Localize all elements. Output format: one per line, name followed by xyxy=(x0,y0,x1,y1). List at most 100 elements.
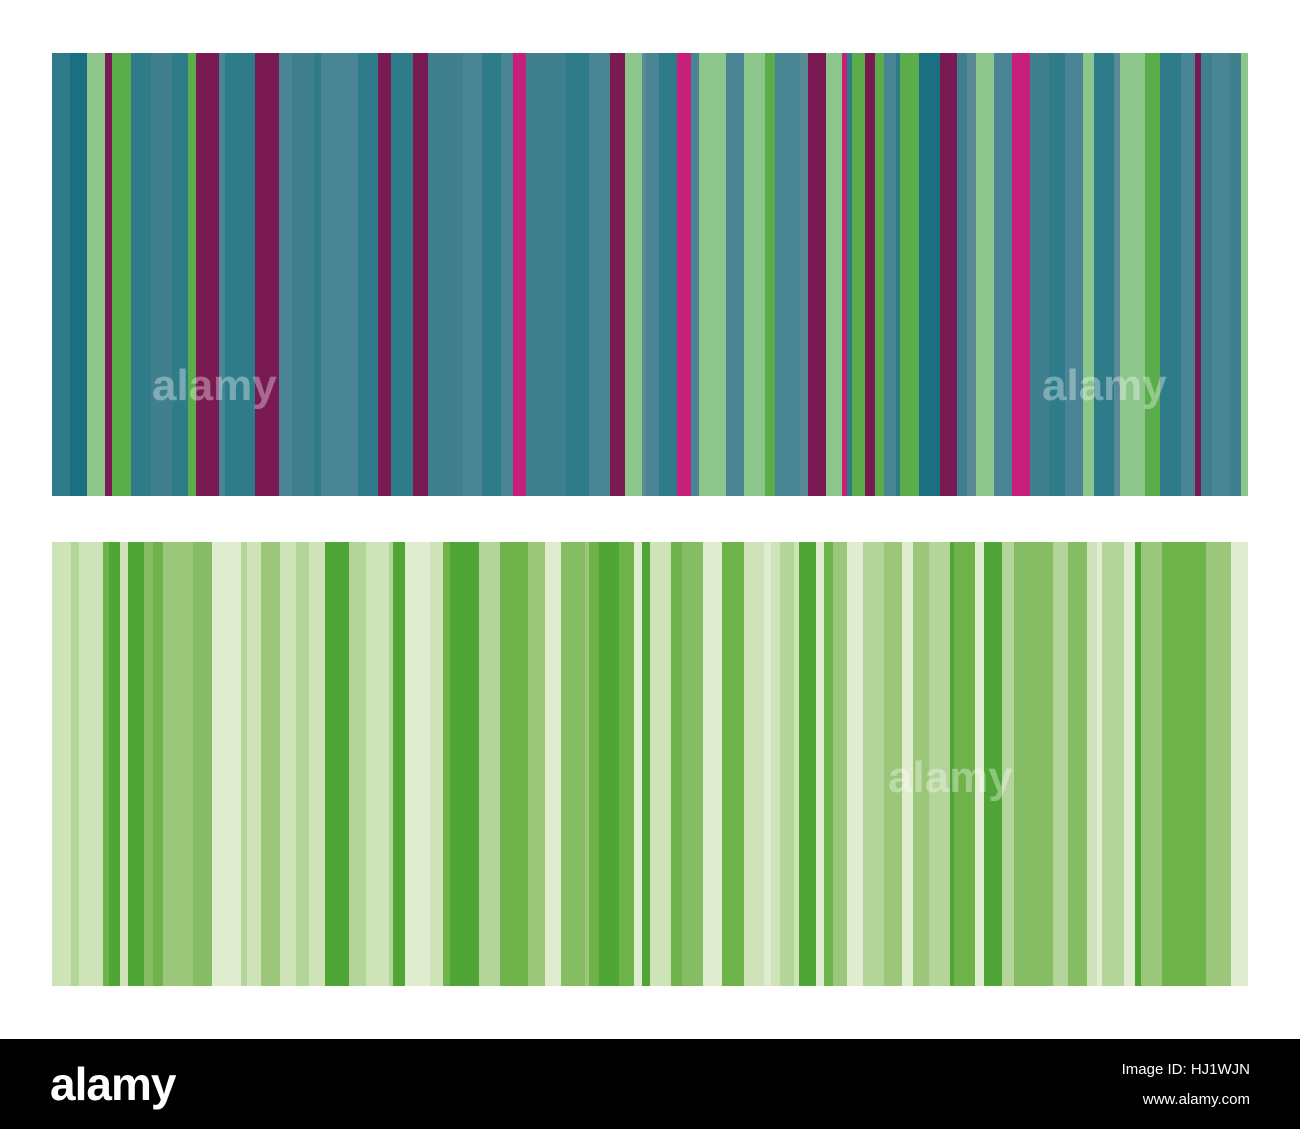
stripe xyxy=(245,53,255,496)
stripe xyxy=(671,542,682,986)
stripe xyxy=(447,53,463,496)
stripe xyxy=(650,542,671,986)
stripe xyxy=(193,542,212,986)
stripe xyxy=(775,53,800,496)
stripe xyxy=(71,542,79,986)
stripe xyxy=(196,53,219,496)
stripe xyxy=(699,53,722,496)
stripe xyxy=(1124,542,1135,986)
stripe xyxy=(1012,53,1030,496)
stripe xyxy=(391,53,413,496)
stripe xyxy=(677,53,691,496)
stripe xyxy=(642,542,650,986)
stripe xyxy=(430,542,443,986)
teal-stripe-banner xyxy=(52,53,1248,496)
stripe xyxy=(703,542,722,986)
stripe xyxy=(1235,53,1241,496)
stripe xyxy=(682,542,703,986)
stripe xyxy=(131,53,151,496)
stripe xyxy=(393,542,405,986)
stripe xyxy=(325,542,349,986)
stripe xyxy=(1181,53,1195,496)
stripe xyxy=(358,53,378,496)
stripe xyxy=(852,53,865,496)
stripe xyxy=(865,53,875,496)
stripe xyxy=(1097,542,1102,986)
stripe xyxy=(610,53,625,496)
stripe xyxy=(52,542,71,986)
stripe xyxy=(1162,542,1187,986)
stripe xyxy=(378,53,391,496)
stripe xyxy=(52,53,70,496)
stripe xyxy=(1195,53,1201,496)
stripe xyxy=(659,53,677,496)
stripe xyxy=(561,542,585,986)
stripe xyxy=(545,542,561,986)
watermarks: alamy alamy alamy xyxy=(152,361,1167,802)
stripe xyxy=(1049,53,1065,496)
stripe xyxy=(1065,53,1083,496)
stripe xyxy=(128,542,144,986)
stripe xyxy=(771,542,780,986)
stripe xyxy=(646,53,659,496)
stripe xyxy=(722,542,744,986)
stripe xyxy=(1039,542,1053,986)
stripe xyxy=(366,542,389,986)
stripe xyxy=(929,542,950,986)
stripe xyxy=(824,542,833,986)
stripe xyxy=(144,542,153,986)
stripe xyxy=(103,542,109,986)
stripe xyxy=(589,542,599,986)
stripe xyxy=(1087,542,1097,986)
stripe xyxy=(87,53,105,496)
watermark: alamy xyxy=(1042,361,1167,410)
stripe xyxy=(625,53,642,496)
stripe xyxy=(722,53,726,496)
stripe xyxy=(548,53,566,496)
stripe xyxy=(413,53,428,496)
stripe xyxy=(280,542,296,986)
stripe xyxy=(219,53,225,496)
stripe xyxy=(975,542,984,986)
stripe xyxy=(808,53,826,496)
footer-logo: alamy xyxy=(50,1058,177,1110)
stripe xyxy=(1231,542,1248,986)
stripe xyxy=(151,53,172,496)
stripe xyxy=(309,542,325,986)
stripe xyxy=(940,53,957,496)
stripe xyxy=(1135,542,1141,986)
stripe xyxy=(634,542,642,986)
stripe xyxy=(833,542,847,986)
stripe xyxy=(225,53,245,496)
stripe xyxy=(1094,53,1105,496)
stripe xyxy=(500,542,518,986)
stripe xyxy=(744,53,765,496)
stripe xyxy=(314,53,321,496)
stripe xyxy=(292,53,314,496)
stripe xyxy=(994,53,1012,496)
stripe xyxy=(349,542,366,986)
stripe xyxy=(765,53,775,496)
image-id: Image ID: HJ1WJN xyxy=(1122,1061,1250,1078)
footer-url: www.alamy.com xyxy=(1142,1091,1250,1108)
stripe xyxy=(780,542,794,986)
stripe xyxy=(884,542,902,986)
stripe xyxy=(296,542,309,986)
stripe xyxy=(172,53,188,496)
stripe xyxy=(120,542,128,986)
stripe xyxy=(479,542,500,986)
stripe xyxy=(261,542,280,986)
stripe xyxy=(247,542,261,986)
stripe xyxy=(896,53,900,496)
stripe xyxy=(501,53,513,496)
stripe xyxy=(482,53,501,496)
stripe xyxy=(726,53,744,496)
footer-bar xyxy=(0,1039,1300,1129)
stripe xyxy=(463,53,482,496)
stripe xyxy=(1229,53,1235,496)
stripe xyxy=(105,53,112,496)
stripe xyxy=(1030,53,1049,496)
stripe xyxy=(1120,53,1145,496)
stripe xyxy=(1083,53,1094,496)
